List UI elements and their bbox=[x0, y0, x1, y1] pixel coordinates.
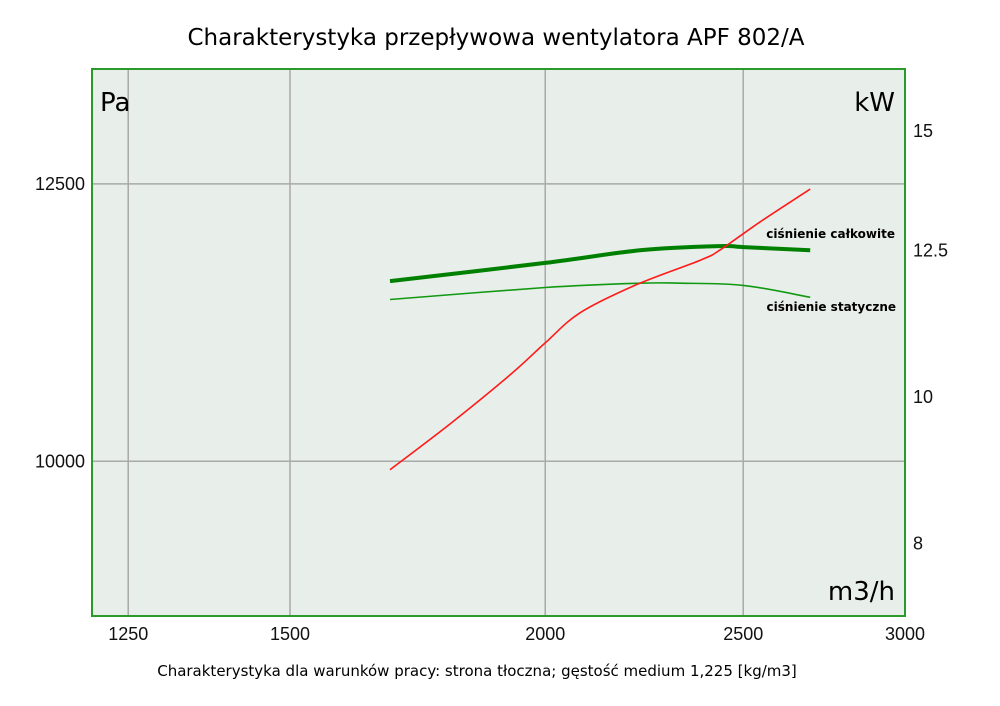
x-tick-label: 1500 bbox=[270, 624, 310, 644]
power-curve bbox=[389, 188, 811, 471]
series-group bbox=[389, 188, 811, 471]
x-tick-label: 2500 bbox=[723, 624, 763, 644]
plot-frame bbox=[91, 68, 906, 617]
label-static-pressure: ciśnienie statyczne bbox=[767, 300, 896, 314]
x-axis-label: m3/h bbox=[828, 577, 895, 607]
y2-tick-label: 8 bbox=[913, 533, 923, 553]
x-tick-label: 3000 bbox=[885, 624, 925, 644]
y2-tick-label: 15 bbox=[913, 121, 933, 141]
y-axis-label: Pa bbox=[100, 88, 130, 118]
static-pressure-curve bbox=[389, 282, 811, 301]
y2-axis-label: kW bbox=[854, 88, 895, 118]
x-tick-label: 1250 bbox=[108, 624, 148, 644]
tick-labels: 1250 1500 2000 2500 3000 10000 12500 8 10 12.5 15 bbox=[35, 121, 948, 644]
y2-tick-label: 12.5 bbox=[913, 241, 948, 261]
y2-tick-label: 10 bbox=[913, 387, 933, 407]
y-tick-label: 10000 bbox=[35, 451, 85, 471]
footnote: Charakterystyka dla warunków pracy: stro… bbox=[157, 662, 797, 680]
label-total-pressure: ciśnienie całkowite bbox=[766, 227, 895, 241]
chart-title: Charakterystyka przepływowa wentylatora … bbox=[187, 25, 804, 51]
y-tick-label: 12500 bbox=[35, 174, 85, 194]
x-tick-label: 2000 bbox=[525, 624, 565, 644]
total-pressure-curve bbox=[389, 243, 811, 284]
plot-area bbox=[92, 69, 905, 616]
